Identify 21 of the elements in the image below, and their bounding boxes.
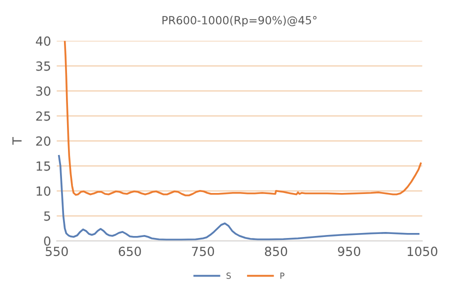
y-tick-label: 10: [36, 186, 50, 196]
line-series: [58, 154, 420, 241]
y-tick-label: 15: [36, 162, 50, 171]
x-tick-label: 750: [192, 246, 214, 256]
chart-title: PR600-1000(Rp=90%)@45°: [162, 16, 317, 27]
x-tick-label: 850: [264, 246, 288, 256]
y-tick-label: 40: [36, 36, 50, 46]
x-tick-label: 1050: [408, 246, 438, 256]
line-series: [64, 40, 422, 196]
y-tick-label: 25: [36, 111, 50, 121]
y-tick-label: 0: [44, 236, 50, 246]
x-tick-label: 650: [118, 246, 141, 256]
x-tick-label: 550: [46, 246, 68, 256]
y-tick-label: 30: [36, 86, 50, 96]
y-tick-label: 5: [44, 212, 50, 221]
legend-label: S: [226, 272, 231, 279]
x-tick-label: 950: [338, 246, 360, 256]
legend-label: P: [280, 272, 284, 279]
y-tick-label: 35: [36, 61, 50, 71]
y-tick-label: 20: [36, 136, 50, 146]
y-axis-title: T: [12, 137, 22, 145]
